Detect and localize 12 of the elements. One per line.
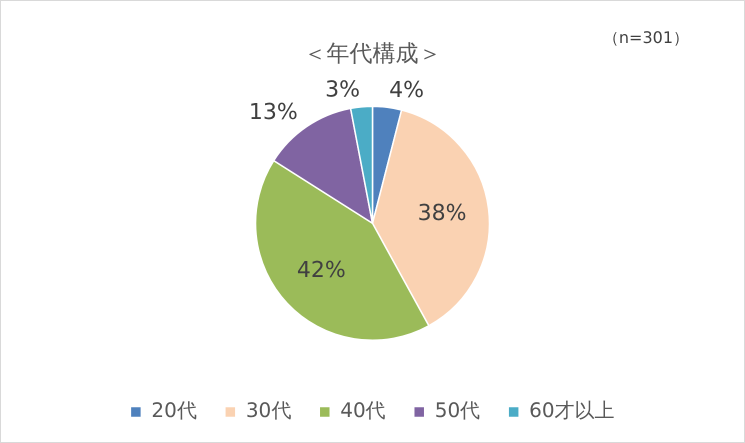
data-label: 13%	[248, 100, 298, 126]
data-label: 42%	[296, 258, 346, 284]
data-label: 4%	[389, 78, 424, 104]
data-label: 3%	[325, 78, 360, 103]
legend-label: 50代	[434, 398, 480, 422]
text: （n=301）	[602, 28, 689, 48]
legend-label: 20代	[151, 398, 197, 422]
data-label: 38%	[418, 201, 467, 226]
legend-label: 40代	[340, 398, 386, 422]
legend-label: 30代	[246, 398, 292, 422]
legend-label: 60才以上	[529, 398, 615, 422]
chart-title: ＜年代構成＞	[304, 40, 442, 67]
